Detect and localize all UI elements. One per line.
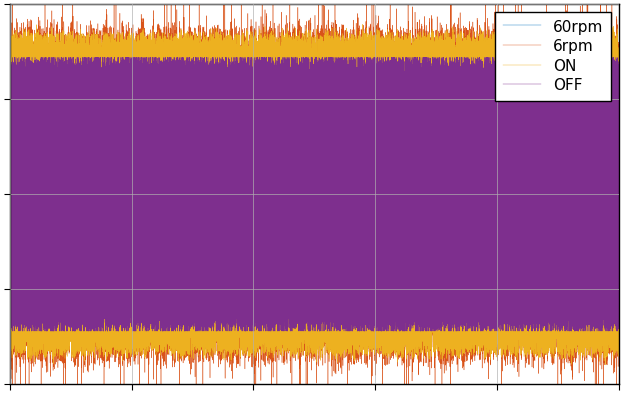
Line: 6rpm: 6rpm — [10, 0, 619, 394]
60rpm — [458, 188, 465, 193]
60rpm — [373, 191, 380, 196]
ON — [239, 262, 247, 266]
Line: 60rpm: 60rpm — [10, 172, 619, 222]
6rpm — [153, 322, 160, 326]
OFF — [6, 77, 14, 82]
ON — [359, 22, 366, 27]
OFF — [6, 55, 14, 60]
60rpm — [23, 169, 31, 174]
60rpm — [615, 186, 622, 190]
ON — [458, 278, 465, 282]
6rpm — [373, 335, 380, 340]
ON — [615, 261, 622, 266]
60rpm — [336, 187, 344, 192]
60rpm — [6, 178, 14, 183]
Line: ON: ON — [10, 24, 619, 365]
60rpm — [267, 219, 274, 224]
Legend: 60rpm, 6rpm, ON, OFF: 60rpm, 6rpm, ON, OFF — [495, 12, 611, 101]
ON — [601, 362, 609, 367]
ON — [373, 97, 380, 102]
6rpm — [239, 320, 247, 325]
OFF — [153, 82, 160, 87]
ON — [47, 74, 55, 78]
60rpm — [153, 192, 160, 197]
OFF — [458, 73, 465, 78]
ON — [6, 116, 14, 121]
OFF — [615, 76, 622, 81]
ON — [336, 102, 344, 107]
OFF — [239, 320, 247, 325]
60rpm — [239, 189, 247, 194]
OFF — [9, 329, 16, 333]
6rpm — [458, 26, 465, 31]
Line: OFF: OFF — [10, 58, 619, 331]
OFF — [47, 109, 55, 114]
6rpm — [615, 264, 622, 269]
OFF — [373, 316, 380, 321]
6rpm — [47, 252, 55, 256]
6rpm — [6, 117, 14, 122]
60rpm — [47, 192, 55, 197]
ON — [153, 321, 160, 325]
OFF — [336, 299, 344, 303]
6rpm — [336, 364, 344, 369]
